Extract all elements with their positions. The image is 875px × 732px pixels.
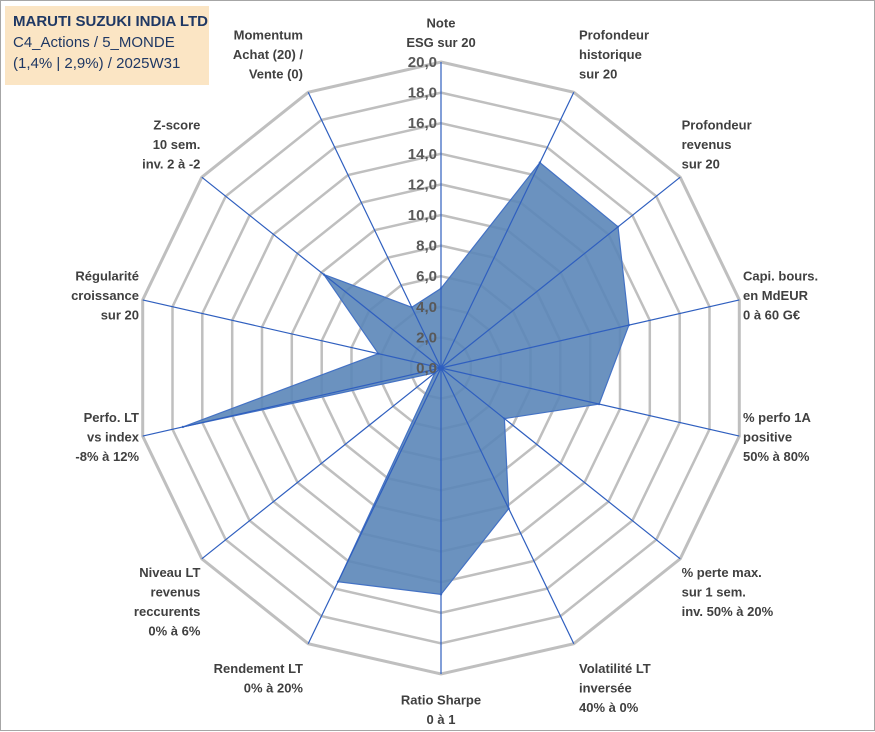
category-label-line: Vente (0) [249,67,303,82]
category-label-line: Volatilité LT [579,661,651,676]
category-label-line: sur 20 [682,157,720,172]
tick-label: 10,0 [408,207,437,224]
chart-title: MARUTI SUZUKI INDIA LTD [13,13,208,30]
category-label-line: ESG sur 20 [406,35,475,50]
category-label: Capi. bours. en MdEUR 0 à 60 G€ [743,269,818,323]
category-label: Rendement LT 0% à 20% [214,661,304,696]
spoke-line [440,92,575,369]
category-label: Niveau LT revenus reccurents 0% à 6% [134,565,201,639]
category-label-line: sur 1 sem. [682,584,746,599]
category-label-line: % perfo 1A [743,410,812,425]
category-label-line: vs index [87,430,140,445]
category-label-line: 0 à 60 G€ [743,308,800,323]
category-label: Profondeur revenus sur 20 [682,118,752,172]
category-label-line: Rendement LT [214,661,303,676]
axis-labels: Note ESG sur 20 Profondeur historique sur 20… [71,16,818,728]
category-label-line: Z-score [153,118,200,133]
category-label-line: Achat (20) / [233,47,303,62]
category-label: Profondeur historique sur 20 [579,28,649,82]
category-label-line: 0% à 6% [148,623,200,638]
spoke-line [307,92,442,369]
data-series-area [182,161,630,596]
category-label: Volatilité LT inversée 40% à 0% [579,661,651,715]
spoke-line [440,367,681,560]
tick-label: 14,0 [408,146,437,163]
category-label: % perfo 1A positive 50% à 80% [743,410,812,464]
category-label-line: % perte max. [682,565,762,580]
chart-title-box: MARUTI SUZUKI INDIA LTD C4_Actions / 5_M… [5,6,209,85]
category-label-line: reccurents [134,604,200,619]
chart-subtitle-stats: (1,4% | 2,9%) / 2025W31 [13,55,181,72]
spoke-line [142,299,442,369]
tick-label: 2,0 [416,329,437,346]
category-label-line: croissance [71,288,139,303]
category-label-line: Perfo. LT [84,410,139,425]
category-label-line: historique [579,47,642,62]
category-label-line: sur 20 [579,67,617,82]
category-label-line: revenus [151,584,201,599]
tick-label: 12,0 [408,176,437,193]
category-label-line: Régularité [75,269,139,284]
category-label: Ratio Sharpe 0 à 1 [401,693,481,728]
category-label-line: Profondeur [682,118,752,133]
category-label-line: inv. 2 à -2 [142,157,200,172]
category-label-line: 50% à 80% [743,449,810,464]
category-label-line: inversée [579,681,632,696]
tick-label: 20,0 [408,54,437,71]
category-label-line: Capi. bours. [743,269,818,284]
category-label-line: positive [743,430,792,445]
category-label: Z-score 10 sem. inv. 2 à -2 [142,118,200,172]
category-label-line: Profondeur [579,28,649,43]
spoke-line [440,299,740,369]
category-label-line: 0% à 20% [244,681,304,696]
category-label: Note ESG sur 20 [406,16,475,51]
category-label-line: inv. 50% à 20% [682,604,774,619]
radar-spokes [142,62,740,674]
spoke-line [142,367,442,437]
category-label-line: 40% à 0% [579,700,639,715]
category-label: Régularité croissance sur 20 [71,269,139,323]
tick-label: 16,0 [408,115,437,132]
spoke-line [201,176,442,369]
spoke-line [201,367,442,560]
tick-label: 4,0 [416,299,437,316]
category-label-line: revenus [682,137,732,152]
category-label-line: en MdEUR [743,288,809,303]
category-label: Perfo. LT vs index -8% à 12% [75,410,139,464]
tick-label: 0,0 [416,360,437,377]
spoke-line [440,367,575,644]
category-label-line: Note [427,16,456,31]
radial-tick-labels: 0,0 2,0 4,0 6,0 8,0 10,0 12,0 14,0 16,0 18,0 20,0 [408,54,437,377]
chart-subtitle-category: C4_Actions / 5_MONDE [13,34,175,51]
category-label-line: Ratio Sharpe [401,693,481,708]
tick-label: 6,0 [416,268,437,285]
spoke-line [440,367,740,437]
series-layer [181,161,631,596]
category-label-line: 0 à 1 [427,712,456,727]
category-label-line: sur 20 [101,308,139,323]
category-label: % perte max. sur 1 sem. inv. 50% à 20% [682,565,774,619]
category-label: Momentum Achat (20) / Vente (0) [233,28,303,82]
category-label-line: 10 sem. [153,137,201,152]
category-label-line: Niveau LT [139,565,200,580]
category-label-line: Momentum [234,28,303,43]
tick-label: 8,0 [416,238,437,255]
tick-label: 18,0 [408,85,437,102]
spoke-line [307,367,442,644]
category-label-line: -8% à 12% [75,449,139,464]
spoke-line [440,176,681,369]
